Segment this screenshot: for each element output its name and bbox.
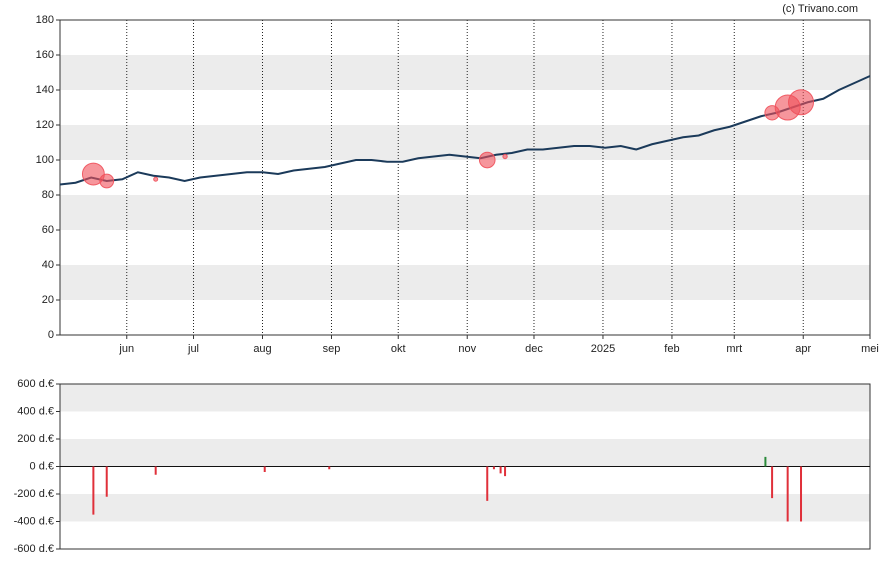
source-label: (c) Trivano.com [782, 3, 858, 15]
y-tick-label: -600 d.€ [14, 543, 54, 555]
x-tick-label: aug [253, 343, 271, 355]
y-tick-label: 100 [36, 154, 54, 166]
y-tick-label: 200 d.€ [17, 433, 54, 445]
bar [263, 466, 266, 472]
bar [154, 466, 157, 475]
y-tick-label: 0 d.€ [30, 460, 54, 472]
y-tick-label: 20 [42, 294, 54, 306]
x-tick-label: jun [118, 343, 134, 355]
trade-marker [153, 176, 159, 182]
band [60, 384, 870, 412]
y-tick-label: -400 d.€ [14, 515, 54, 527]
band [60, 439, 870, 467]
trade-marker [502, 153, 508, 160]
bar [771, 466, 774, 499]
band [60, 125, 870, 160]
bar [105, 466, 108, 497]
y-tick-label: 40 [42, 259, 54, 271]
x-tick-label: mei [861, 343, 879, 355]
bar [92, 466, 95, 515]
band [60, 55, 870, 90]
bar [800, 466, 803, 522]
trade-marker [99, 173, 115, 189]
x-tick-label: okt [391, 343, 406, 355]
y-tick-label: 60 [42, 224, 54, 236]
y-tick-label: 400 d.€ [17, 405, 54, 417]
y-tick-label: 140 [36, 84, 54, 96]
trade-marker [788, 89, 815, 116]
bar [499, 466, 502, 474]
x-tick-label: 2025 [591, 343, 615, 355]
x-tick-label: sep [323, 343, 341, 355]
y-tick-label: 120 [36, 119, 54, 131]
band [60, 265, 870, 300]
x-tick-label: mrt [726, 343, 742, 355]
bar [328, 466, 331, 470]
x-tick-label: apr [795, 343, 811, 355]
x-tick-label: nov [458, 343, 476, 355]
y-tick-label: -200 d.€ [14, 488, 54, 500]
bar [786, 466, 789, 522]
y-tick-label: 600 d.€ [17, 378, 54, 390]
x-tick-label: dec [525, 343, 543, 355]
y-tick-label: 160 [36, 49, 54, 61]
bar [492, 466, 495, 470]
x-tick-label: feb [664, 343, 679, 355]
y-tick-label: 0 [48, 329, 54, 341]
price-line [59, 75, 871, 186]
band [60, 494, 870, 522]
bar [486, 466, 489, 501]
plot-frame [59, 19, 871, 336]
trade-marker [478, 151, 496, 169]
y-tick-label: 180 [36, 14, 54, 26]
bar [764, 456, 767, 467]
bar [504, 466, 507, 477]
trade-marker [81, 162, 105, 186]
x-tick-label: jul [187, 343, 199, 355]
band [60, 195, 870, 230]
y-tick-label: 80 [42, 189, 54, 201]
